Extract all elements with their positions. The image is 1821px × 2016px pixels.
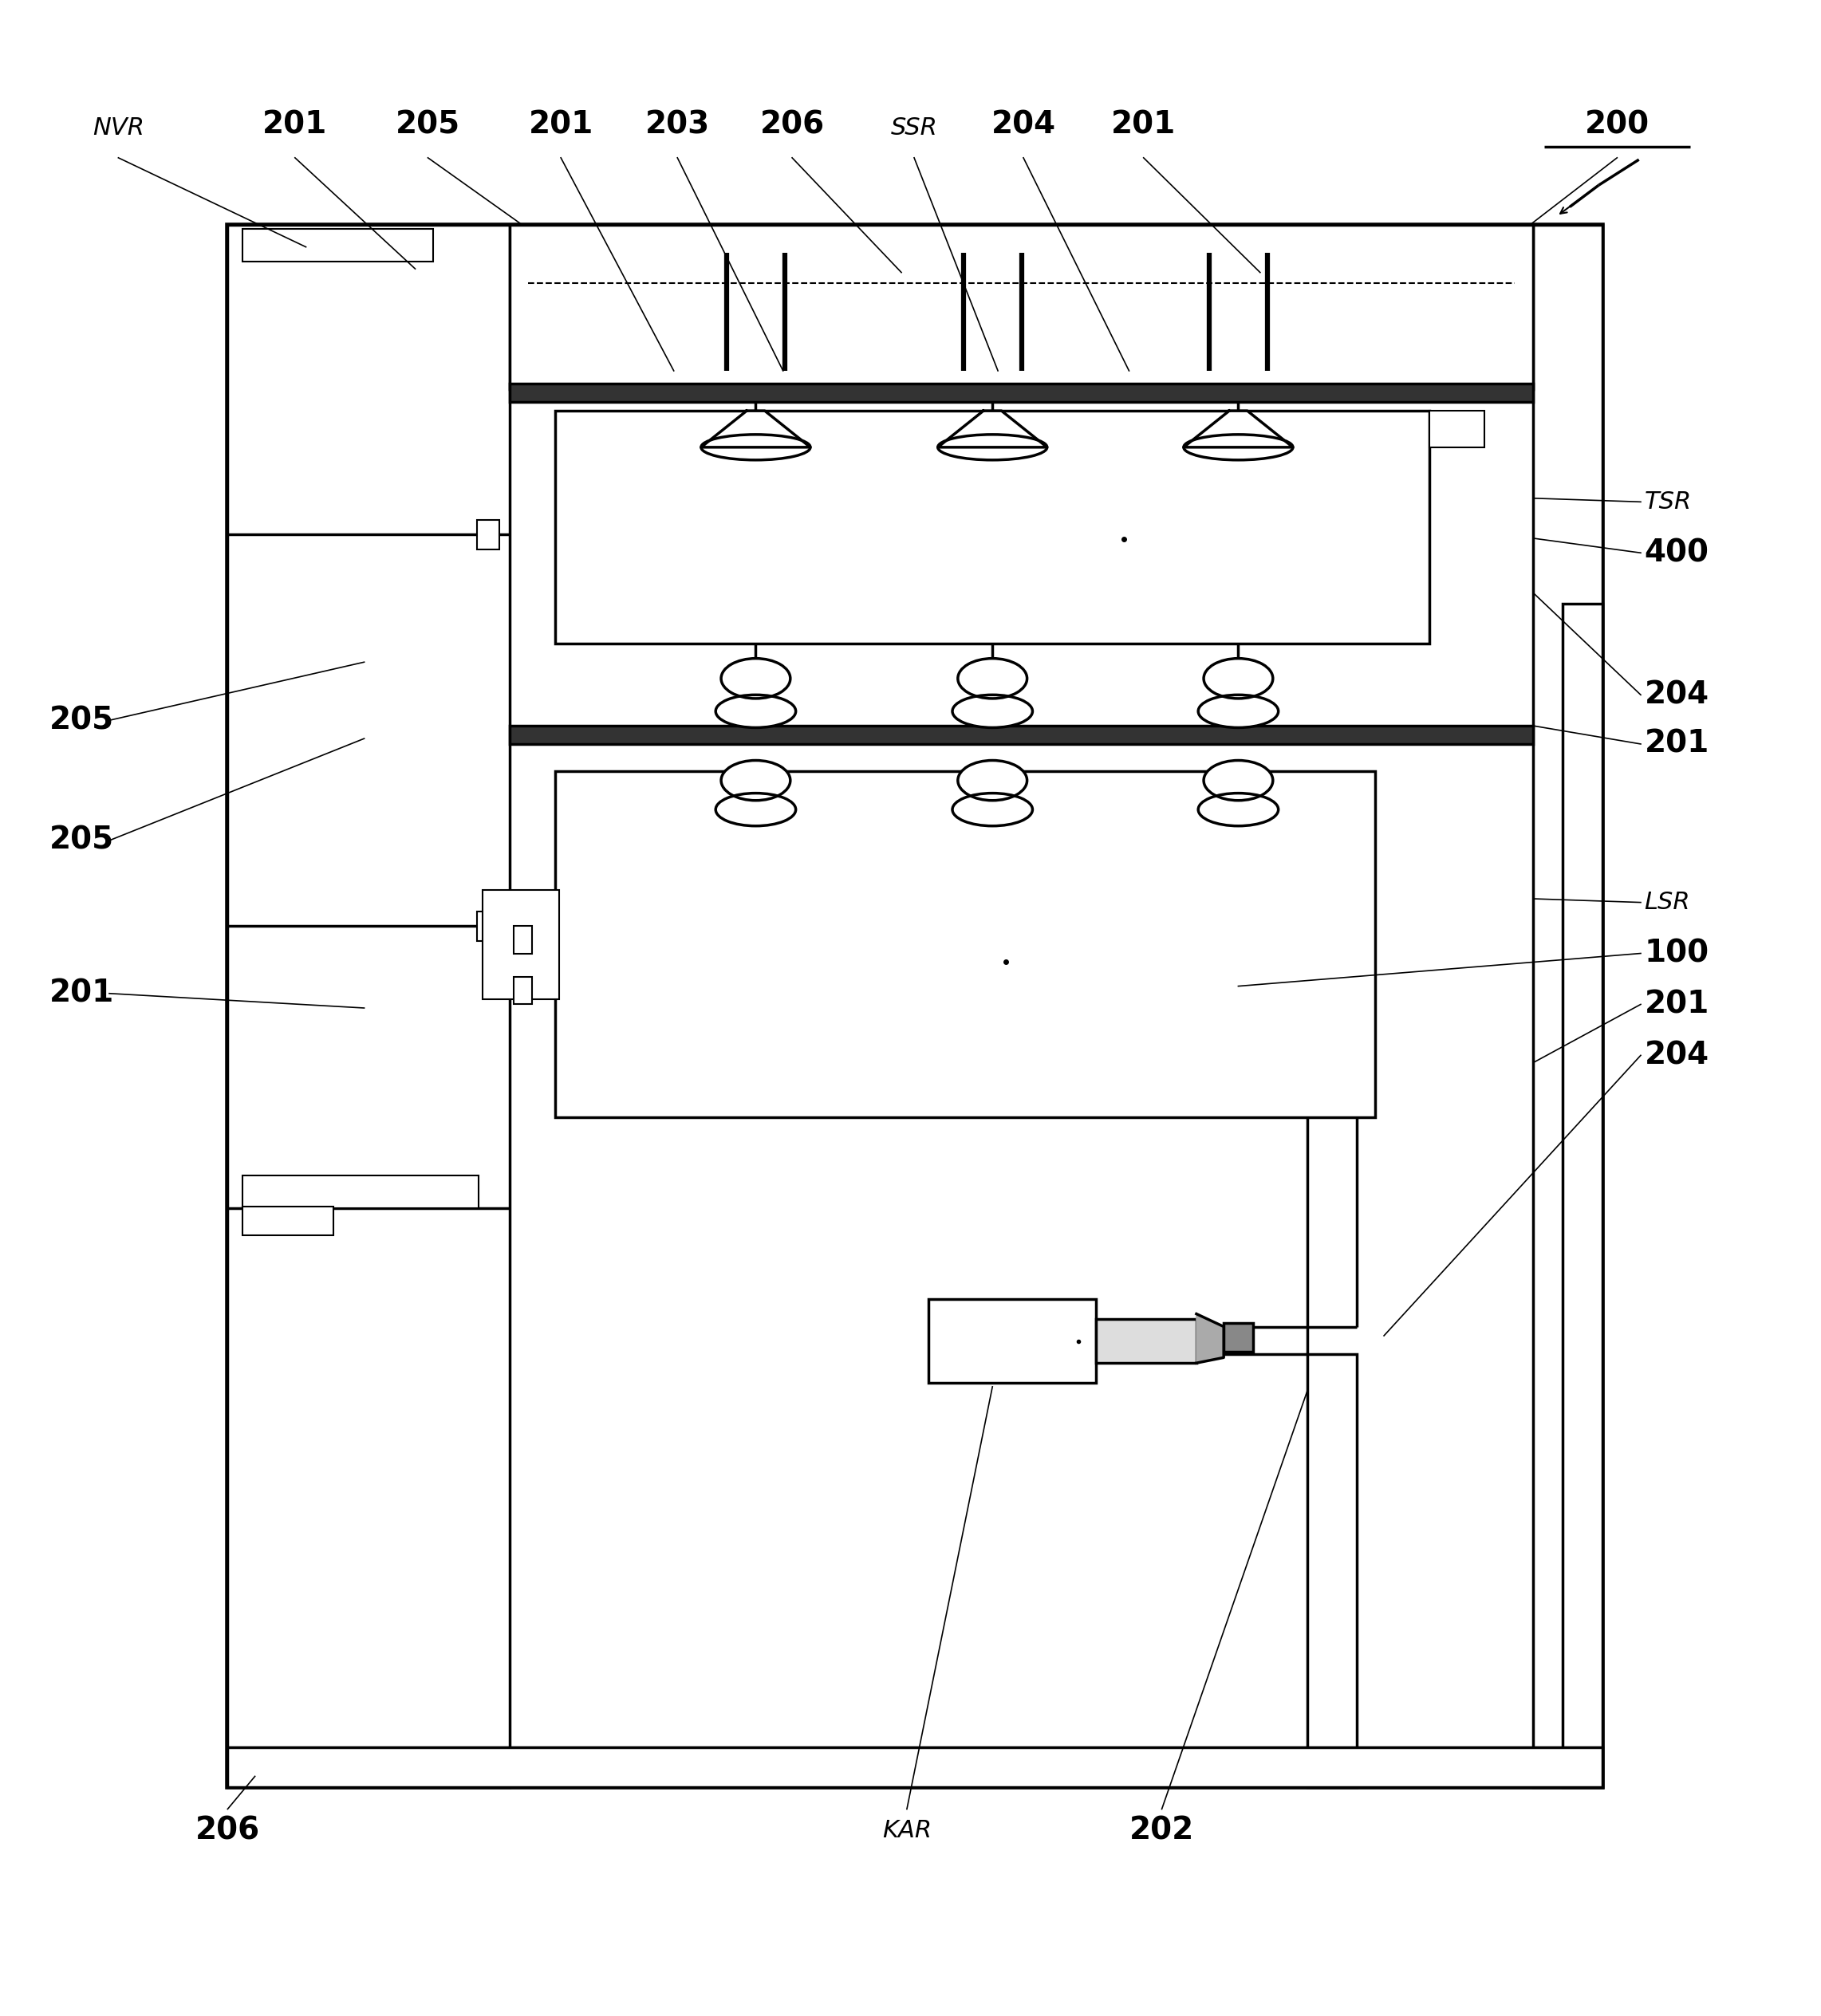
Bar xyxy=(1096,1318,1196,1363)
Text: 201: 201 xyxy=(1644,730,1710,760)
Bar xyxy=(510,226,1533,389)
Bar xyxy=(483,889,559,998)
Text: 206: 206 xyxy=(195,1816,260,1847)
Ellipse shape xyxy=(1198,792,1278,827)
Ellipse shape xyxy=(721,659,790,698)
Ellipse shape xyxy=(938,435,1047,460)
Bar xyxy=(555,772,1375,1117)
Text: 204: 204 xyxy=(991,109,1056,139)
Bar xyxy=(477,520,499,548)
Text: 204: 204 xyxy=(1644,679,1710,710)
Text: TSR: TSR xyxy=(1644,490,1692,514)
Text: 201: 201 xyxy=(528,109,594,139)
Bar xyxy=(228,226,1602,1788)
Text: 205: 205 xyxy=(49,825,115,855)
Ellipse shape xyxy=(716,792,796,827)
Ellipse shape xyxy=(701,435,810,460)
Ellipse shape xyxy=(1204,760,1273,800)
Text: 400: 400 xyxy=(1644,538,1708,569)
Text: 204: 204 xyxy=(1644,1040,1710,1070)
Ellipse shape xyxy=(1198,696,1278,728)
Text: SSR: SSR xyxy=(890,117,938,139)
Text: 201: 201 xyxy=(49,978,115,1008)
Text: KAR: KAR xyxy=(881,1818,932,1843)
Bar xyxy=(477,911,499,941)
Bar xyxy=(242,228,433,262)
Ellipse shape xyxy=(952,696,1033,728)
Text: LSR: LSR xyxy=(1644,891,1690,913)
Bar xyxy=(514,925,532,954)
Text: NVR: NVR xyxy=(93,117,144,139)
Ellipse shape xyxy=(1184,435,1293,460)
Bar xyxy=(242,1175,479,1208)
Ellipse shape xyxy=(716,696,796,728)
Text: 206: 206 xyxy=(759,109,825,139)
Bar xyxy=(1533,226,1602,1788)
Polygon shape xyxy=(1196,1314,1224,1363)
Ellipse shape xyxy=(721,760,790,800)
Text: 201: 201 xyxy=(1644,990,1710,1020)
Bar xyxy=(514,978,532,1004)
Bar xyxy=(555,411,1429,643)
Bar xyxy=(929,1298,1096,1383)
Bar xyxy=(1307,1355,1357,1788)
Text: 205: 205 xyxy=(395,109,461,139)
Bar xyxy=(228,1748,1602,1788)
Bar xyxy=(1562,605,1602,1788)
Bar xyxy=(510,726,1533,744)
Ellipse shape xyxy=(958,760,1027,800)
Text: 202: 202 xyxy=(1129,1816,1195,1847)
Polygon shape xyxy=(938,411,1047,448)
Ellipse shape xyxy=(1204,659,1273,698)
Text: 201: 201 xyxy=(1111,109,1176,139)
Bar xyxy=(1429,411,1484,448)
Bar xyxy=(228,226,510,1788)
Text: 100: 100 xyxy=(1644,937,1710,968)
Bar xyxy=(510,383,1533,401)
Text: 200: 200 xyxy=(1584,109,1650,139)
Ellipse shape xyxy=(952,792,1033,827)
Polygon shape xyxy=(1184,411,1293,448)
Bar xyxy=(242,1206,333,1236)
Text: 201: 201 xyxy=(262,109,328,139)
Polygon shape xyxy=(701,411,810,448)
Ellipse shape xyxy=(958,659,1027,698)
Text: 205: 205 xyxy=(49,706,115,736)
Text: 203: 203 xyxy=(645,109,710,139)
Bar xyxy=(1224,1322,1253,1353)
